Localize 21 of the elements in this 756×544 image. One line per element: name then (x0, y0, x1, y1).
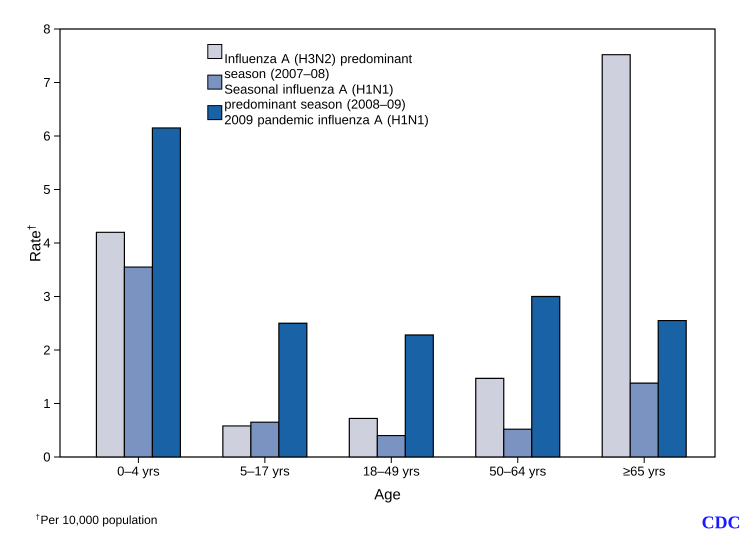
y-tick-label: 4 (44, 238, 50, 248)
legend-label: Influenza A (H3N2) predominant season (2007–08) (224, 54, 412, 81)
text: $^{†}$Per 10,000 population (36, 514, 157, 526)
y-axis-title: Rate$^{†}$ (28, 225, 40, 261)
y-tick-label: 3 (44, 292, 50, 302)
y-tick-label: 8 (44, 24, 50, 34)
legend-label: 2009 pandemic influenza A (H1N1) (224, 114, 428, 127)
x-tick-label: 18–49 yrs (364, 466, 420, 478)
y-tick-label: 5 (44, 184, 50, 194)
y-tick-label: 7 (44, 78, 50, 87)
y-tick-label: 6 (44, 131, 50, 141)
x-tick-label: ≥65 yrs (623, 466, 665, 478)
y-tick-label: 2 (44, 345, 50, 355)
x-axis-title: Age (374, 489, 400, 502)
legend-label: Seasonal influenza A (H1N1) predominant season (2008–09) (224, 84, 405, 112)
x-tick-label: 50–64 yrs (490, 466, 546, 478)
x-tick-label: 5–17 yrs (240, 466, 290, 478)
y-tick-label: 1 (44, 399, 50, 408)
text: CDC (702, 516, 740, 528)
x-tick-label: 0–4 yrs (118, 466, 160, 478)
y-tick-label: 0 (44, 452, 50, 462)
